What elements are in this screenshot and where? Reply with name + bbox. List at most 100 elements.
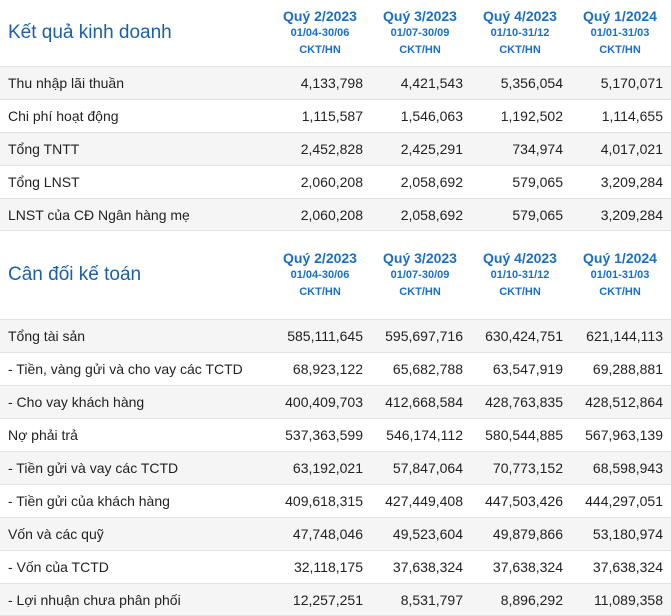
table-row: - Tiền, vàng gửi và cho vay các TCTD 68,9… (0, 352, 671, 385)
row-value: 630,424,751 (485, 328, 563, 344)
row-value: 621,144,113 (586, 328, 663, 344)
row-value: 409,618,315 (285, 493, 363, 509)
row-value: 585,111,645 (287, 328, 363, 344)
column-header[interactable]: Quý 2/2023 01/04-30/06 CKT/HN (270, 250, 370, 301)
row-value: 2,060,208 (300, 206, 363, 223)
column-quarter[interactable]: Quý 2/2023 (283, 7, 357, 24)
row-value: 444,297,051 (585, 493, 663, 509)
column-header[interactable]: Quý 4/2023 01/10-31/12 CKT/HN (470, 250, 570, 301)
balance-title: Cân đối kế toán (8, 264, 142, 285)
row-value: 428,763,835 (485, 394, 563, 410)
row-label[interactable]: Tổng TNTT (8, 141, 80, 157)
column-header[interactable]: Quý 1/2024 01/01-31/03 CKT/HN (570, 250, 670, 301)
row-value: 2,058,692 (400, 206, 463, 223)
row-label[interactable]: Thu nhập lãi thuần (8, 75, 124, 91)
row-value: 53,180,974 (592, 526, 663, 542)
row-value: 400,409,703 (285, 394, 363, 410)
row-value: 63,547,919 (492, 361, 563, 377)
balance-table: Tổng tài sản 585,111,645 595,697,716 630,42… (0, 319, 671, 616)
row-value: 8,531,797 (400, 591, 463, 608)
column-dates: 01/07-30/09 (390, 26, 450, 39)
row-value: 427,449,408 (385, 493, 463, 509)
column-quarter[interactable]: Quý 4/2023 (483, 249, 557, 266)
column-unit: CKT/HN (399, 43, 441, 56)
table-row: - Lợi nhuận chưa phân phối 12,257,251 8,53… (0, 583, 671, 616)
row-value: 3,209,284 (600, 174, 663, 190)
row-value: 734,974 (512, 141, 563, 157)
row-label[interactable]: Chi phí hoạt động (8, 108, 119, 124)
income-table: Thu nhập lãi thuần 4,133,798 4,421,543 5,35… (0, 66, 671, 231)
row-label[interactable]: - Lợi nhuận chưa phân phối (8, 591, 181, 608)
row-value: 63,192,021 (292, 460, 363, 476)
column-dates: 01/04-30/06 (290, 26, 350, 39)
column-dates: 01/01-31/03 (590, 26, 650, 39)
income-title: Kết quả kinh doanh (8, 22, 172, 43)
row-value: 447,503,426 (485, 493, 563, 509)
row-value: 2,058,692 (400, 174, 463, 190)
table-row: LNST của CĐ Ngân hàng mẹ 2,060,208 2,058,6… (0, 198, 671, 231)
row-label[interactable]: - Tiền gửi và vay các TCTD (8, 460, 179, 476)
row-value: 49,523,604 (392, 526, 463, 542)
row-value: 1,546,063 (400, 108, 463, 124)
row-label[interactable]: LNST của CĐ Ngân hàng mẹ (8, 206, 190, 223)
row-label[interactable]: - Tiền, vàng gửi và cho vay các TCTD (8, 361, 243, 377)
row-value: 37,638,324 (392, 559, 463, 575)
row-value: 2,452,828 (300, 141, 363, 157)
row-value: 579,065 (512, 174, 563, 190)
column-quarter[interactable]: Quý 3/2023 (383, 7, 457, 24)
column-header[interactable]: Quý 1/2024 01/01-31/03 CKT/HN (570, 8, 670, 59)
row-value: 37,638,324 (592, 559, 663, 575)
row-value: 5,356,054 (500, 75, 563, 91)
column-quarter[interactable]: Quý 4/2023 (483, 7, 557, 24)
balance-sheet-section: Cân đối kế toán Quý 2/2023 01/04-30/06 C… (0, 231, 671, 616)
table-row: Thu nhập lãi thuần 4,133,798 4,421,543 5,35… (0, 66, 671, 99)
row-value: 2,425,291 (400, 141, 463, 157)
row-label[interactable]: - Cho vay khách hàng (8, 394, 145, 410)
row-value: 4,017,021 (600, 141, 663, 157)
row-value: 68,598,943 (592, 460, 663, 476)
column-header[interactable]: Quý 4/2023 01/10-31/12 CKT/HN (470, 8, 570, 59)
table-row: Tổng LNST 2,060,208 2,058,692 579,065 3,209,… (0, 165, 671, 198)
row-value: 12,257,251 (292, 591, 363, 608)
column-dates: 01/10-31/12 (490, 268, 550, 281)
row-label[interactable]: Tổng tài sản (8, 328, 86, 344)
row-label[interactable]: - Vốn của TCTD (8, 559, 109, 575)
column-header[interactable]: Quý 2/2023 01/04-30/06 CKT/HN (270, 8, 370, 59)
row-value: 37,638,324 (492, 559, 563, 575)
column-unit: CKT/HN (599, 43, 641, 56)
row-value: 3,209,284 (600, 206, 663, 223)
table-row: Nợ phải trả 537,363,599 546,174,112 580,544… (0, 418, 671, 451)
column-quarter[interactable]: Quý 1/2024 (583, 7, 657, 24)
row-label[interactable]: - Tiền gửi của khách hàng (8, 493, 170, 509)
column-quarter[interactable]: Quý 3/2023 (383, 249, 457, 266)
row-value: 68,923,122 (292, 361, 363, 377)
row-value: 580,544,885 (485, 427, 563, 443)
column-header[interactable]: Quý 3/2023 01/07-30/09 CKT/HN (370, 250, 470, 301)
row-value: 47,748,046 (292, 526, 363, 542)
column-quarter[interactable]: Quý 1/2024 (583, 249, 657, 266)
column-dates: 01/10-31/12 (490, 26, 550, 39)
row-value: 537,363,599 (285, 427, 363, 443)
row-value: 11,089,358 (593, 591, 663, 608)
row-label[interactable]: Tổng LNST (8, 174, 80, 190)
row-label[interactable]: Vốn và các quỹ (8, 526, 104, 542)
column-unit: CKT/HN (499, 43, 541, 56)
row-value: 579,065 (512, 206, 563, 223)
row-value: 69,288,881 (592, 361, 663, 377)
row-value: 1,192,502 (500, 108, 563, 124)
row-value: 546,174,112 (386, 427, 463, 443)
column-dates: 01/04-30/06 (290, 268, 350, 281)
row-label[interactable]: Nợ phải trả (8, 427, 78, 443)
column-header[interactable]: Quý 3/2023 01/07-30/09 CKT/HN (370, 8, 470, 59)
column-quarter[interactable]: Quý 2/2023 (283, 249, 357, 266)
column-unit: CKT/HN (299, 285, 341, 298)
column-unit: CKT/HN (599, 285, 641, 298)
row-value: 4,133,798 (300, 75, 363, 91)
column-unit: CKT/HN (299, 43, 341, 56)
table-row: Tổng tài sản 585,111,645 595,697,716 630,42… (0, 319, 671, 352)
row-value: 57,847,064 (392, 460, 463, 476)
row-value: 595,697,716 (385, 328, 463, 344)
table-row: Chi phí hoạt động 1,115,587 1,546,063 1,192… (0, 99, 671, 132)
income-header: Kết quả kinh doanh Quý 2/2023 01/04-30/0… (0, 0, 671, 66)
row-value: 5,170,071 (600, 75, 663, 91)
